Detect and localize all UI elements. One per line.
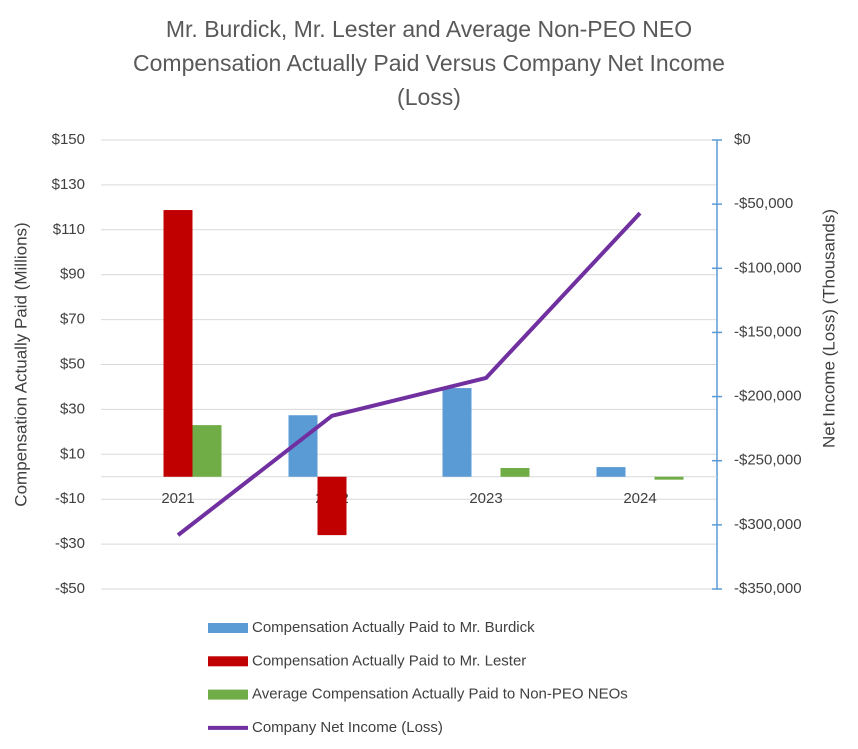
chart-title: (Loss) (397, 84, 461, 110)
legend-label: Average Compensation Actually Paid to No… (252, 686, 628, 703)
y-tick-label: $150 (52, 131, 85, 148)
bar (654, 476, 684, 480)
x-tick-label: 2023 (469, 490, 502, 507)
y-tick-label: $110 (53, 221, 85, 238)
x-tick-label: 2021 (161, 490, 194, 507)
bar (596, 467, 626, 477)
x-tick-label: 2024 (623, 490, 656, 507)
y2-tick-label: -$350,000 (734, 580, 802, 597)
chart-title: Compensation Actually Paid Versus Compan… (133, 50, 725, 76)
y2-tick-label: -$200,000 (734, 388, 802, 405)
legend-swatch (208, 656, 248, 667)
y-tick-label: $50 (60, 355, 85, 372)
y-tick-label: -$10 (55, 490, 85, 507)
line-series (176, 211, 642, 537)
y2-tick-label: -$300,000 (734, 516, 802, 533)
y2-tick-label: -$100,000 (734, 259, 802, 276)
legend-label: Company Net Income (Loss) (252, 719, 443, 736)
bar (163, 210, 193, 477)
y2-tick-label: -$50,000 (734, 195, 793, 212)
y2-tick-label: -$150,000 (734, 323, 802, 340)
bar (500, 467, 530, 477)
y-axis-label: Compensation Actually Paid (Millions) (11, 222, 30, 506)
bar (442, 388, 472, 477)
y-tick-label: $70 (60, 311, 85, 328)
y-tick-label: $90 (60, 266, 85, 283)
legend-swatch (208, 623, 248, 633)
y-tick-label: $130 (52, 176, 85, 193)
legend-swatch (208, 689, 248, 700)
chart-title: Mr. Burdick, Mr. Lester and Average Non-… (166, 16, 692, 42)
y-tick-label: $10 (60, 445, 85, 462)
y-tick-label: -$50 (55, 580, 85, 597)
bar (317, 476, 347, 536)
legend-label: Compensation Actually Paid to Mr. Lester (252, 652, 526, 669)
legend-label: Compensation Actually Paid to Mr. Burdic… (252, 619, 535, 636)
y-tick-label: $30 (60, 400, 85, 417)
y-tick-label: -$30 (55, 535, 85, 552)
y2-axis-label: Net Income (Loss) (Thousands) (819, 209, 838, 448)
y2-tick-label: $0 (734, 131, 751, 148)
bar (192, 425, 222, 477)
y2-tick-label: -$250,000 (734, 452, 802, 469)
